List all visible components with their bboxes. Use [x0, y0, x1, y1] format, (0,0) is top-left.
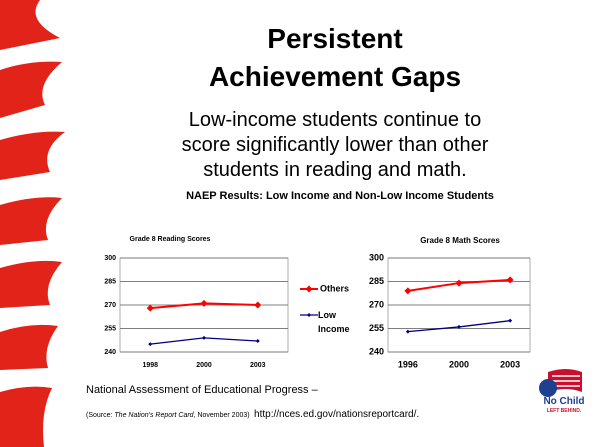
title: Persistent Achievement Gaps: [200, 20, 470, 96]
y-tick-label: 240: [369, 346, 384, 356]
y-tick-label: 255: [104, 325, 116, 332]
url: http://nces.ed.gov/nationsreportcard/.: [254, 409, 419, 420]
data-point: [256, 339, 260, 343]
data-point: [201, 300, 208, 307]
data-point: [456, 280, 463, 287]
x-tick-label: 2000: [449, 359, 469, 369]
footnote: National Assessment of Educational Progr…: [86, 384, 318, 396]
source-title: The Nation's Report Card: [114, 412, 193, 419]
source-text: , November 2003): [194, 412, 250, 419]
data-point: [406, 330, 410, 334]
y-tick-label: 270: [104, 302, 116, 309]
x-tick-label: 1996: [398, 359, 418, 369]
legend-marker: [306, 286, 313, 293]
x-tick-label: 2003: [250, 362, 266, 369]
data-point: [148, 342, 152, 346]
y-tick-label: 270: [369, 299, 384, 309]
logo-text: LEFT BEHIND.: [542, 408, 586, 414]
chart-title: Grade 8 Reading Scores: [130, 236, 211, 243]
source-text: (Source:: [86, 412, 114, 419]
y-tick-label: 300: [369, 252, 384, 262]
legend-label: Low Income: [318, 308, 362, 336]
y-tick-label: 300: [104, 255, 116, 262]
data-point: [254, 302, 261, 309]
x-tick-label: 1998: [142, 362, 158, 369]
decoration: [0, 0, 65, 447]
y-tick-label: 285: [104, 278, 116, 285]
legend-label: Others: [320, 283, 349, 293]
y-tick-label: 285: [369, 276, 384, 286]
heading: NAEP Results: Low Income and Non-Low Inc…: [100, 190, 580, 202]
data-point: [404, 287, 411, 294]
data-point: [202, 336, 206, 340]
y-tick-label: 255: [369, 323, 384, 333]
chart-title: Grade 8 Math Scores: [420, 236, 500, 245]
logo-text: No Child: [542, 396, 586, 407]
data-point: [507, 276, 514, 283]
x-tick-label: 2000: [196, 362, 212, 369]
slide: Grade 8 Reading Scores 240 255 270 285 300 199…: [0, 0, 594, 447]
x-tick-label: 2003: [500, 359, 520, 369]
data-point: [508, 319, 512, 323]
y-tick-label: 240: [104, 349, 116, 356]
logo: [539, 369, 582, 397]
subtitle: Low-income students continue to score si…: [168, 108, 502, 183]
source: (Source: The Nation's Report Card, Novem…: [86, 404, 419, 422]
data-point: [147, 305, 154, 312]
legend-marker: [307, 313, 311, 317]
